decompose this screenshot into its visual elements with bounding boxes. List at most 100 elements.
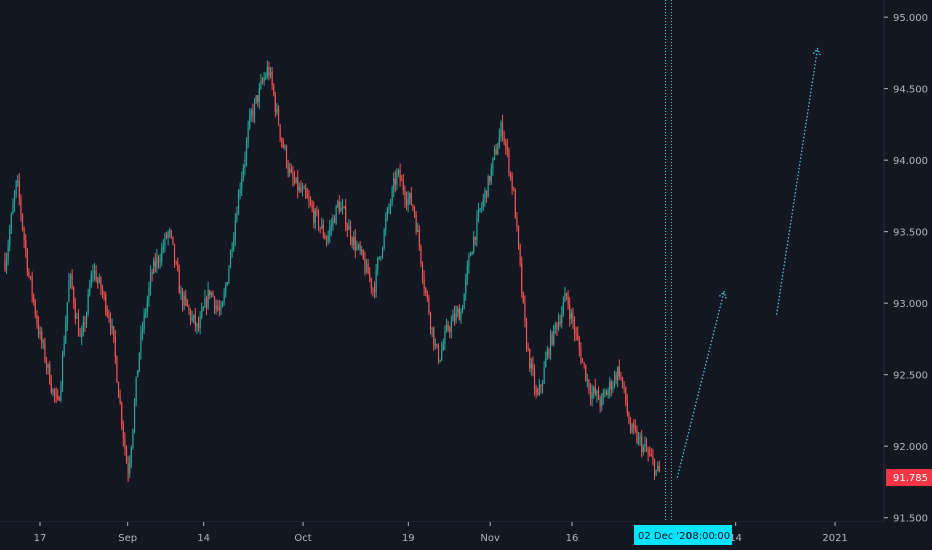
candle-body bbox=[498, 136, 500, 149]
candle-body bbox=[13, 194, 16, 205]
candle-body bbox=[202, 307, 204, 311]
candle-body bbox=[244, 159, 246, 168]
candle-body bbox=[210, 292, 212, 295]
candle-body bbox=[189, 310, 192, 321]
candle-body bbox=[601, 396, 603, 407]
candle-body bbox=[393, 178, 395, 190]
candle-body bbox=[253, 102, 256, 117]
candle-body bbox=[573, 322, 576, 334]
candle-body bbox=[165, 235, 168, 238]
candle-body bbox=[279, 124, 281, 138]
candle-body bbox=[298, 187, 300, 191]
candle-body bbox=[327, 235, 329, 242]
candle-body bbox=[65, 323, 67, 343]
candle-body bbox=[489, 176, 491, 182]
candle-body bbox=[551, 334, 553, 345]
candle-body bbox=[410, 192, 412, 205]
candle-body bbox=[257, 95, 259, 102]
candle-body bbox=[609, 381, 611, 391]
candle-body bbox=[311, 204, 313, 209]
crosshair-date-label: 02 Dec '20 bbox=[638, 531, 692, 542]
candle-body bbox=[353, 237, 355, 246]
candle-body bbox=[537, 392, 539, 395]
candle-body bbox=[293, 178, 296, 183]
candle-body bbox=[412, 204, 414, 209]
price-axis-panel[interactable] bbox=[884, 0, 932, 522]
candle-body bbox=[229, 250, 232, 268]
candle-body bbox=[471, 252, 473, 255]
candle-body bbox=[485, 190, 488, 198]
candle-body bbox=[484, 190, 486, 200]
candle-body bbox=[476, 217, 478, 240]
candle-body bbox=[39, 331, 41, 335]
candle-body bbox=[581, 361, 584, 363]
candle-body bbox=[641, 437, 643, 452]
candle-body bbox=[561, 313, 563, 324]
candle-body bbox=[76, 317, 78, 319]
candle-body bbox=[28, 271, 30, 277]
candle-body bbox=[649, 453, 651, 455]
candle-body bbox=[636, 429, 638, 443]
candle-body bbox=[381, 248, 384, 257]
candle-body bbox=[596, 390, 598, 395]
candle-body bbox=[63, 342, 65, 355]
candle-body bbox=[405, 199, 408, 205]
candle-body bbox=[554, 324, 556, 326]
candle-body bbox=[79, 335, 81, 337]
candle-body bbox=[351, 238, 353, 246]
price-tick-label: 92.000 bbox=[893, 442, 928, 453]
candle-body bbox=[610, 381, 612, 390]
candle-body bbox=[170, 230, 172, 237]
candle-body bbox=[359, 244, 361, 251]
candle-body bbox=[588, 379, 590, 391]
candle-body bbox=[234, 220, 236, 239]
candle-body bbox=[618, 367, 620, 377]
candle-body bbox=[26, 250, 28, 272]
candle-body bbox=[49, 364, 51, 384]
candle-body bbox=[209, 289, 211, 295]
candle-body bbox=[383, 229, 385, 249]
trend-arrow-line[interactable] bbox=[676, 291, 725, 478]
candle-body bbox=[345, 207, 347, 228]
candle-body bbox=[295, 177, 297, 183]
drawing-tools[interactable] bbox=[676, 47, 821, 478]
candle-body bbox=[7, 245, 9, 259]
price-tick-label: 91.500 bbox=[893, 514, 928, 525]
candle-body bbox=[266, 66, 268, 77]
candle-body bbox=[460, 312, 462, 321]
candle-body bbox=[37, 323, 40, 335]
candle-body bbox=[127, 463, 129, 474]
candle-body bbox=[330, 225, 332, 228]
candle-body bbox=[60, 386, 62, 401]
candle-body bbox=[173, 243, 176, 263]
last-price-tag: 91.785 bbox=[886, 468, 932, 486]
candle-body bbox=[337, 201, 339, 206]
candle-body bbox=[375, 269, 377, 293]
candle-body bbox=[631, 424, 633, 432]
candle-body bbox=[597, 390, 600, 400]
candle-body bbox=[421, 263, 424, 279]
candle-body bbox=[204, 297, 206, 308]
time-tick-label: Sep bbox=[118, 533, 137, 544]
candle-body bbox=[503, 135, 505, 143]
candle-body bbox=[545, 358, 547, 368]
candle-body bbox=[236, 214, 238, 221]
candle-body bbox=[71, 274, 73, 288]
candle-body bbox=[55, 394, 57, 396]
candle-body bbox=[25, 240, 27, 251]
candle-body bbox=[191, 317, 193, 321]
candle-body bbox=[343, 206, 345, 208]
price-tick-label: 93.500 bbox=[893, 228, 928, 239]
candle-body bbox=[455, 312, 457, 321]
candle-body bbox=[511, 175, 513, 190]
candle-body bbox=[490, 168, 492, 182]
candle-body bbox=[111, 326, 113, 329]
time-axis-panel[interactable] bbox=[0, 522, 884, 550]
candle-body bbox=[130, 447, 132, 464]
candle-body bbox=[495, 149, 497, 155]
candle-body bbox=[263, 78, 265, 82]
candle-body bbox=[321, 224, 323, 229]
trend-arrow-line[interactable] bbox=[776, 48, 819, 315]
candle-body bbox=[196, 323, 198, 326]
